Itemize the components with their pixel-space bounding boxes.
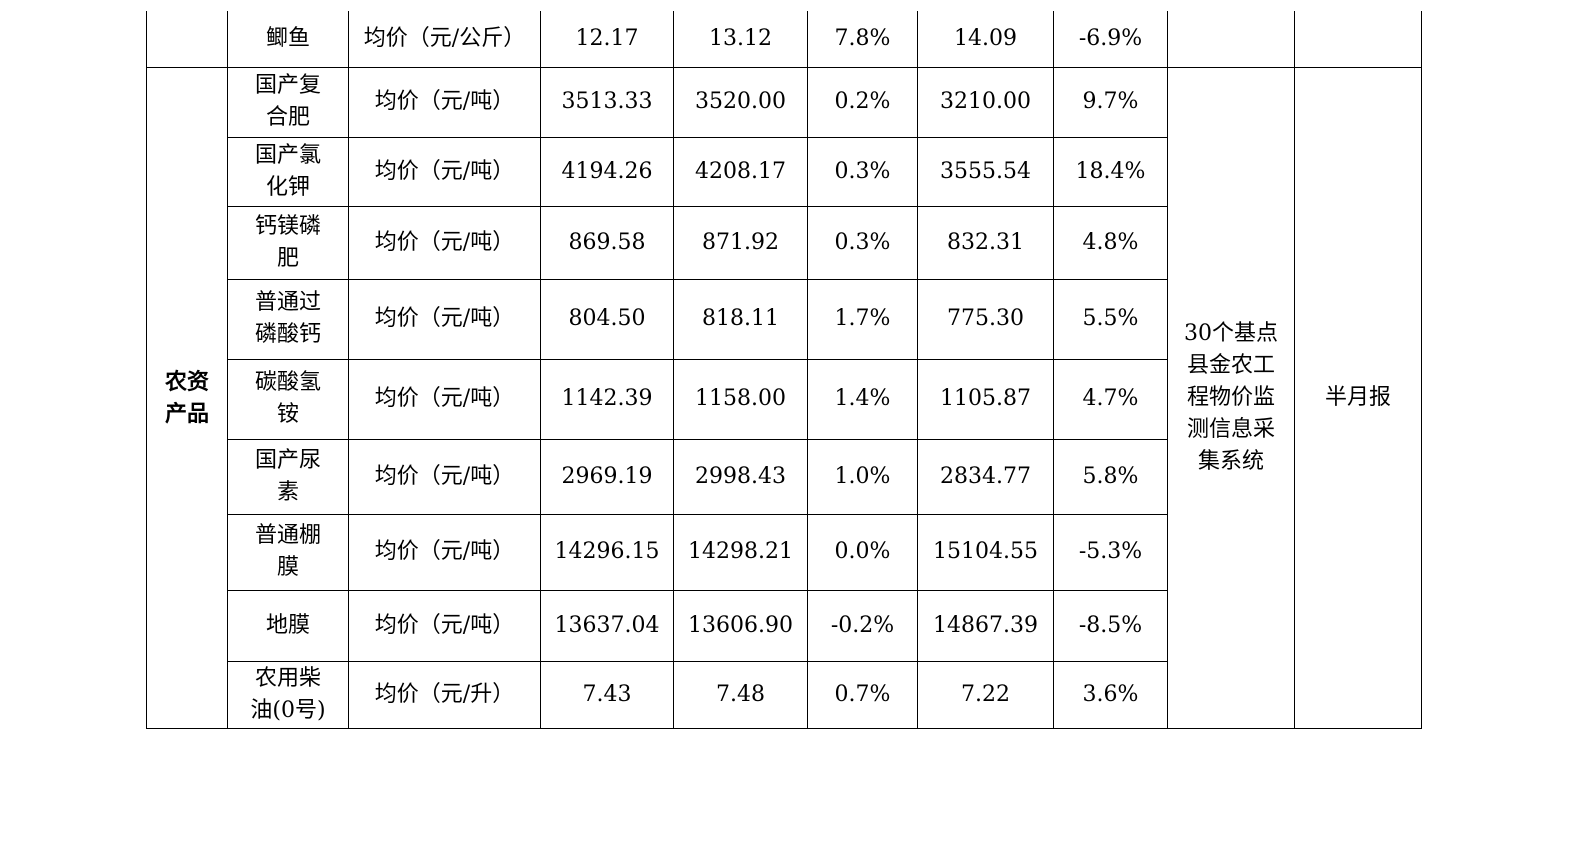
table-row: 普通过磷酸钙 均价（元/吨） 804.50 818.11 1.7% 775.30… <box>147 278 1422 360</box>
value-cell: 14867.39 <box>917 589 1054 662</box>
category-cell: 农资产品 <box>146 66 228 729</box>
product-name: 国产复合肥 <box>227 66 349 138</box>
unit-cell: 均价（元/升） <box>348 660 541 729</box>
value-cell: 3520.00 <box>673 66 808 138</box>
product-name: 普通棚膜 <box>227 513 349 591</box>
value-cell: 14.09 <box>917 11 1054 68</box>
value-cell: 4194.26 <box>540 136 674 207</box>
change-cell: 4.7% <box>1053 358 1168 440</box>
table-row: 农资产品 国产复合肥 均价（元/吨） 3513.33 3520.00 0.2% … <box>146 66 1422 729</box>
unit-cell: 均价（元/吨） <box>348 136 541 207</box>
change-cell: 5.5% <box>1053 278 1168 360</box>
frequency-cell-empty <box>1294 11 1422 68</box>
table-row: 鲫鱼 均价（元/公斤） 12.17 13.12 7.8% 14.09 -6.9% <box>146 11 1422 68</box>
value-cell: 13.12 <box>673 11 808 68</box>
value-cell: 13637.04 <box>540 589 674 662</box>
product-name: 国产氯化钾 <box>227 136 349 207</box>
value-cell: 12.17 <box>540 11 674 68</box>
unit-cell: 均价（元/吨） <box>348 278 541 360</box>
product-name: 国产尿素 <box>227 438 349 515</box>
frequency-cell: 半月报 <box>1294 66 1422 729</box>
change-cell: 4.8% <box>1053 205 1168 280</box>
value-cell: 3513.33 <box>540 66 674 138</box>
product-name: 碳酸氢铵 <box>227 358 349 440</box>
value-cell: 832.31 <box>917 205 1054 280</box>
value-cell: 7.43 <box>540 660 674 729</box>
value-cell: 804.50 <box>540 278 674 360</box>
change-cell: 1.4% <box>807 358 918 440</box>
value-cell: 14296.15 <box>540 513 674 591</box>
product-name: 普通过磷酸钙 <box>227 278 349 360</box>
value-cell: 7.22 <box>917 660 1054 729</box>
value-cell: 7.48 <box>673 660 808 729</box>
unit-cell: 均价（元/公斤） <box>348 11 541 68</box>
change-cell: -6.9% <box>1053 11 1168 68</box>
table-row: 碳酸氢铵 均价（元/吨） 1142.39 1158.00 1.4% 1105.8… <box>147 358 1422 440</box>
unit-cell: 均价（元/吨） <box>348 358 541 440</box>
change-cell: -0.2% <box>807 589 918 662</box>
change-cell: 18.4% <box>1053 136 1168 207</box>
table-row: 钙镁磷肥 均价（元/吨） 869.58 871.92 0.3% 832.31 4… <box>147 205 1422 280</box>
change-cell: 0.3% <box>807 205 918 280</box>
change-cell: 3.6% <box>1053 660 1168 729</box>
unit-cell: 均价（元/吨） <box>348 589 541 662</box>
value-cell: 14298.21 <box>673 513 808 591</box>
change-cell: 1.7% <box>807 278 918 360</box>
change-cell: 0.7% <box>807 660 918 729</box>
value-cell: 13606.90 <box>673 589 808 662</box>
value-cell: 775.30 <box>917 278 1054 360</box>
change-cell: -5.3% <box>1053 513 1168 591</box>
value-cell: 2998.43 <box>673 438 808 515</box>
change-cell: -8.5% <box>1053 589 1168 662</box>
change-cell: 1.0% <box>807 438 918 515</box>
change-cell: 0.0% <box>807 513 918 591</box>
unit-cell: 均价（元/吨） <box>348 438 541 515</box>
change-cell: 7.8% <box>807 11 918 68</box>
change-cell: 0.3% <box>807 136 918 207</box>
value-cell: 818.11 <box>673 278 808 360</box>
unit-cell: 均价（元/吨） <box>348 205 541 280</box>
source-cell: 30个基点县金农工程物价监测信息采集系统 <box>1167 66 1295 729</box>
change-cell: 9.7% <box>1053 66 1168 138</box>
value-cell: 15104.55 <box>917 513 1054 591</box>
product-name: 钙镁磷肥 <box>227 205 349 280</box>
unit-cell: 均价（元/吨） <box>348 66 541 138</box>
price-table: 鲫鱼 均价（元/公斤） 12.17 13.12 7.8% 14.09 -6.9%… <box>146 11 1422 729</box>
table-row: 农用柴油(0号) 均价（元/升） 7.43 7.48 0.7% 7.22 3.6… <box>147 660 1422 729</box>
value-cell: 1105.87 <box>917 358 1054 440</box>
value-cell: 3555.54 <box>917 136 1054 207</box>
value-cell: 2969.19 <box>540 438 674 515</box>
value-cell: 1158.00 <box>673 358 808 440</box>
product-name: 鲫鱼 <box>227 11 349 68</box>
source-cell-empty <box>1167 11 1295 68</box>
unit-cell: 均价（元/吨） <box>348 513 541 591</box>
category-cell-empty <box>146 11 228 68</box>
change-cell: 0.2% <box>807 66 918 138</box>
product-name: 农用柴油(0号) <box>227 660 349 729</box>
value-cell: 871.92 <box>673 205 808 280</box>
change-cell: 5.8% <box>1053 438 1168 515</box>
value-cell: 1142.39 <box>540 358 674 440</box>
value-cell: 2834.77 <box>917 438 1054 515</box>
value-cell: 869.58 <box>540 205 674 280</box>
table-row: 普通棚膜 均价（元/吨） 14296.15 14298.21 0.0% 1510… <box>147 513 1422 591</box>
value-cell: 3210.00 <box>917 66 1054 138</box>
value-cell: 4208.17 <box>673 136 808 207</box>
product-name: 地膜 <box>227 589 349 662</box>
